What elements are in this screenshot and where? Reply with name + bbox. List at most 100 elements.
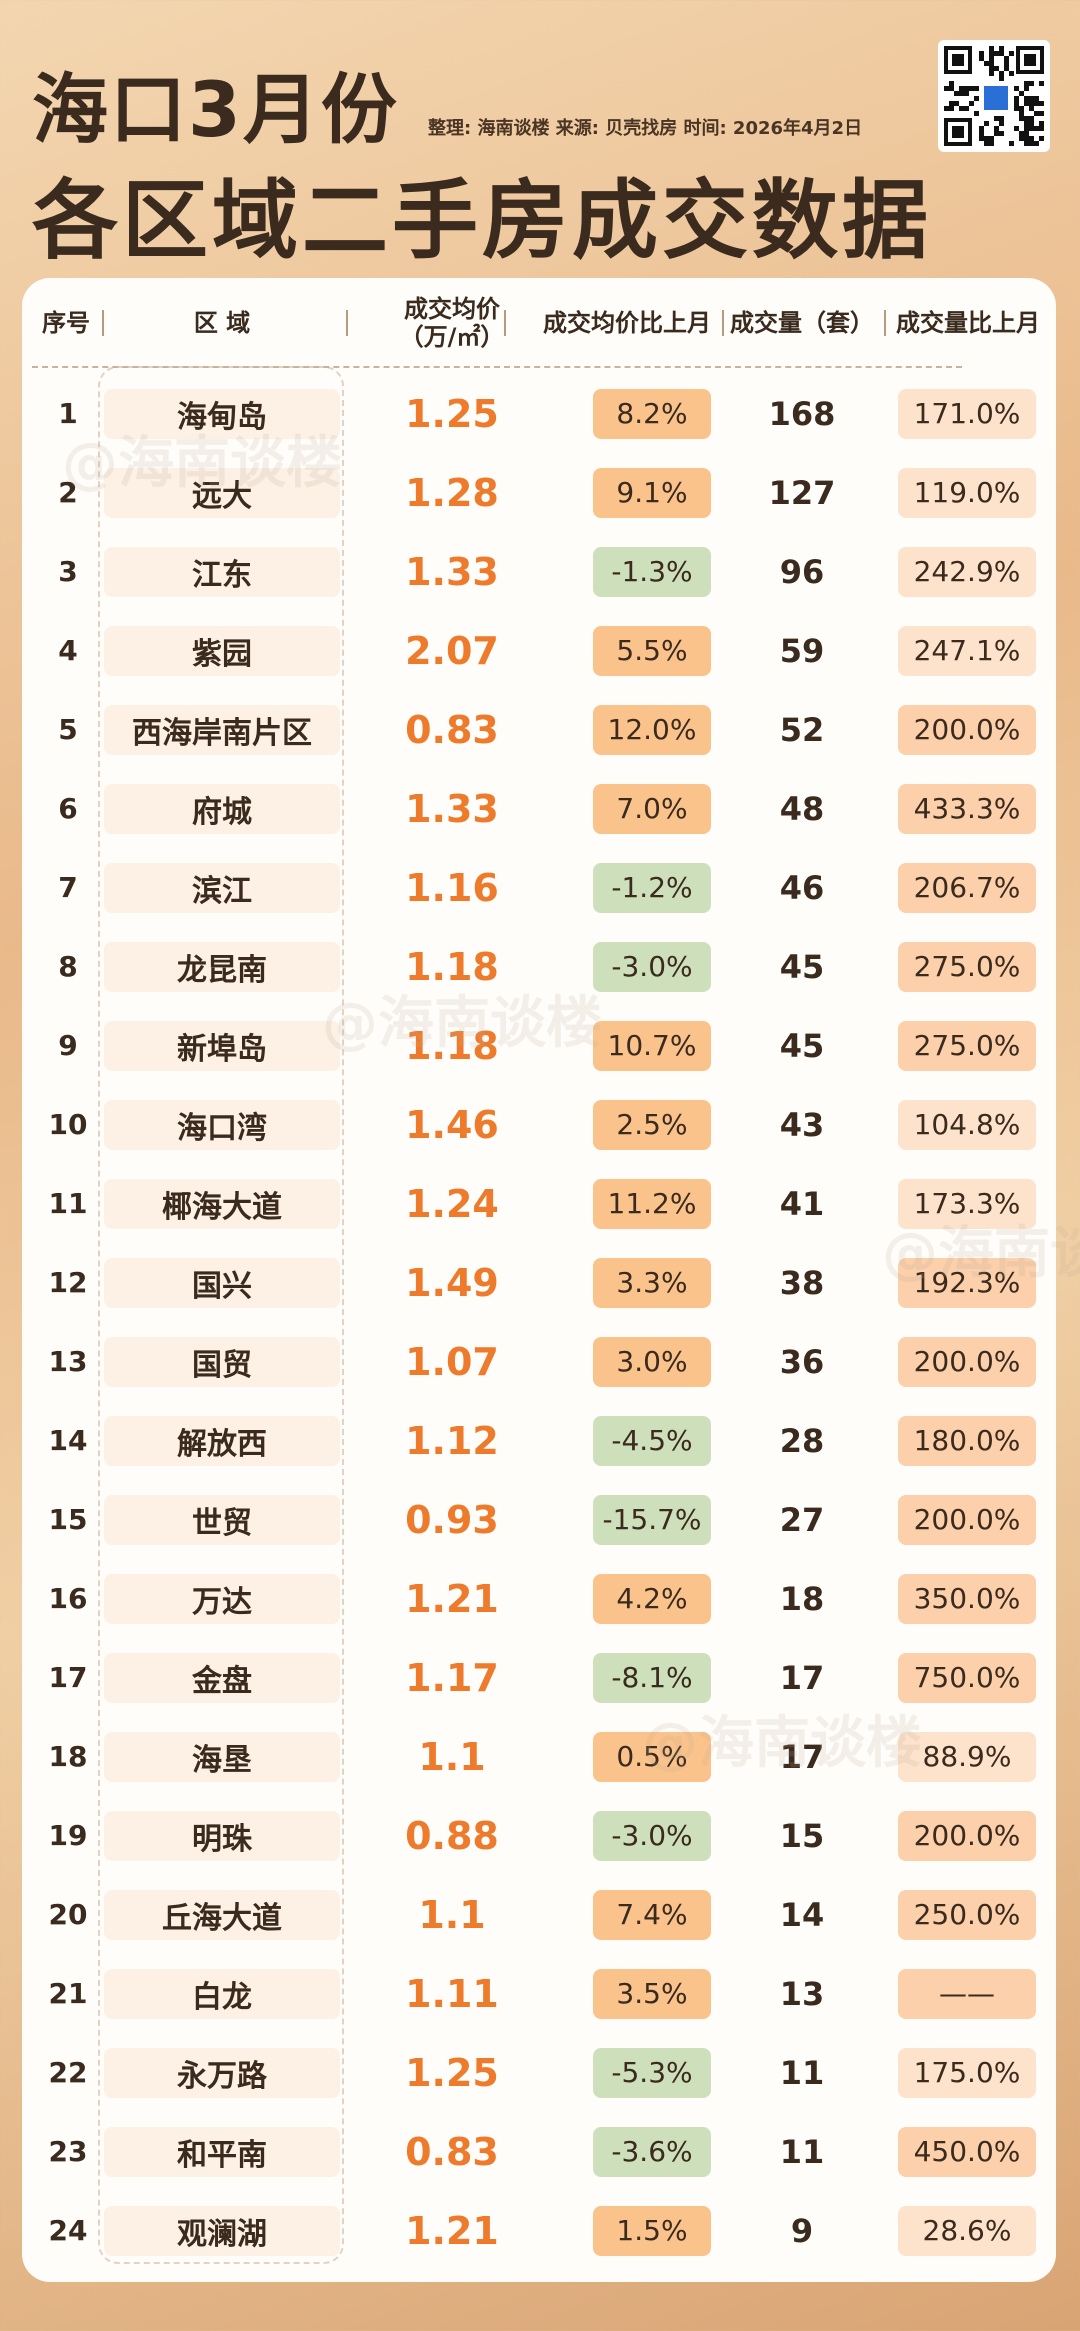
qr-module xyxy=(964,86,969,91)
volume-change-badge: 250.0% xyxy=(898,1889,1036,1940)
table-row: 21 白龙 1.11 3.5% 13 —— xyxy=(22,1954,1056,2033)
price-change-badge: -4.5% xyxy=(593,1415,711,1466)
qr-code-icon[interactable] xyxy=(938,40,1050,152)
table-row: 6 府城 1.33 7.0% 48 433.3% xyxy=(22,769,1056,848)
region-name: 解放西 xyxy=(104,1415,340,1466)
qr-module xyxy=(1029,96,1034,101)
header-col-price: 成交均价 （万/㎡） xyxy=(399,295,505,351)
region-name: 海垦 xyxy=(104,1731,340,1782)
qr-module xyxy=(1024,96,1029,101)
qr-module xyxy=(984,61,989,66)
header-col-price-change: 成交均价比上月 xyxy=(543,309,711,337)
qr-module xyxy=(1034,141,1039,146)
qr-module xyxy=(999,131,1004,136)
region-name-cell: 解放西 xyxy=(102,1401,342,1480)
price-change-badge: 10.7% xyxy=(593,1020,711,1071)
price-change-badge-cell: 4.2% xyxy=(552,1559,752,1638)
region-name: 世贸 xyxy=(104,1494,340,1545)
rank-number: 15 xyxy=(48,1503,88,1536)
price-change-badge: 7.4% xyxy=(593,1889,711,1940)
price-change-badge-cell: -4.5% xyxy=(552,1401,752,1480)
avg-price: 1.21 xyxy=(405,1576,499,1621)
price-change-badge: 3.0% xyxy=(593,1336,711,1387)
price-change-badge: 0.5% xyxy=(593,1731,711,1782)
qr-module xyxy=(964,91,969,96)
table-row: 16 万达 1.21 4.2% 18 350.0% xyxy=(22,1559,1056,1638)
rank-number: 18 xyxy=(48,1740,88,1773)
table-row: 20 丘海大道 1.1 7.4% 14 250.0% xyxy=(22,1875,1056,1954)
qr-logo-icon xyxy=(982,84,1010,112)
volume-count: 13 xyxy=(779,1974,825,2013)
header-separator xyxy=(102,310,104,336)
volume-change-badge-cell: 350.0% xyxy=(882,1559,1052,1638)
volume-change-badge-cell: 88.9% xyxy=(882,1717,1052,1796)
region-name: 万达 xyxy=(104,1573,340,1624)
qr-module xyxy=(974,111,979,116)
header: 海口3月份 整理: 海南谈楼 来源: 贝壳找房 时间: 2026年4月2日 各区… xyxy=(0,0,1080,280)
rank-number: 22 xyxy=(48,2056,88,2089)
region-name: 国贸 xyxy=(104,1336,340,1387)
header-separator xyxy=(722,310,724,336)
rank-number: 20 xyxy=(48,1898,88,1931)
region-name-cell: 府城 xyxy=(102,769,342,848)
qr-module xyxy=(949,81,954,86)
qr-module xyxy=(974,86,979,91)
qr-module xyxy=(1014,101,1019,106)
volume-count: 45 xyxy=(779,947,825,986)
volume-change-badge: 350.0% xyxy=(898,1573,1036,1624)
qr-module xyxy=(944,106,949,111)
region-name-cell: 江东 xyxy=(102,532,342,611)
rank-number: 23 xyxy=(48,2135,88,2168)
volume-change-badge: —— xyxy=(898,1968,1036,2019)
region-name: 江东 xyxy=(104,546,340,597)
qr-module xyxy=(1029,141,1034,146)
volume-count: 48 xyxy=(779,789,825,828)
region-name: 金盘 xyxy=(104,1652,340,1703)
region-name: 白龙 xyxy=(104,1968,340,2019)
qr-module xyxy=(984,136,989,141)
rank-number: 14 xyxy=(48,1424,88,1457)
volume-count: 96 xyxy=(779,552,825,591)
price-change-badge: 3.5% xyxy=(593,1968,711,2019)
rank-number: 11 xyxy=(48,1187,88,1220)
region-name-cell: 丘海大道 xyxy=(102,1875,342,1954)
avg-price: 1.21 xyxy=(405,2208,499,2253)
table-row: 8 龙昆南 1.18 -3.0% 45 275.0% xyxy=(22,927,1056,1006)
volume-change-badge: 200.0% xyxy=(898,704,1036,755)
volume-change-badge-cell: 192.3% xyxy=(882,1243,1052,1322)
volume-count: 41 xyxy=(779,1184,825,1223)
volume-change-badge: 171.0% xyxy=(898,388,1036,439)
volume-count: 168 xyxy=(768,394,836,433)
price-change-badge-cell: 3.5% xyxy=(552,1954,752,2033)
rank-number: 17 xyxy=(48,1661,88,1694)
rank-number: 10 xyxy=(48,1108,88,1141)
data-table-panel: 序号 区 域 成交均价 （万/㎡） 成交均价比上月 成交量（套） 成交量比上月 1 海甸岛 1.… xyxy=(22,278,1080,2282)
volume-count: 15 xyxy=(779,1816,825,1855)
volume-change-badge: 28.6% xyxy=(898,2205,1036,2256)
qr-module xyxy=(989,51,994,56)
qr-module xyxy=(1029,101,1034,106)
qr-module xyxy=(1019,111,1024,116)
qr-module xyxy=(999,121,1004,126)
rank-number: 19 xyxy=(48,1819,88,1852)
table-row: 5 西海岸南片区 0.83 12.0% 52 200.0% xyxy=(22,690,1056,769)
volume-count: 9 xyxy=(790,2211,814,2250)
avg-price: 1.07 xyxy=(405,1339,499,1384)
region-name-cell: 西海岸南片区 xyxy=(102,690,342,769)
qr-module xyxy=(994,131,999,136)
region-name-cell: 新埠岛 xyxy=(102,1006,342,1085)
price-change-badge-cell: -1.2% xyxy=(552,848,752,927)
volume-change-badge: 206.7% xyxy=(898,862,1036,913)
region-name-cell: 白龙 xyxy=(102,1954,342,2033)
qr-module xyxy=(1019,131,1024,136)
header-separator xyxy=(504,310,506,336)
volume-change-badge: 88.9% xyxy=(898,1731,1036,1782)
volume-count: 43 xyxy=(779,1105,825,1144)
qr-module xyxy=(1024,116,1029,121)
price-change-badge: 1.5% xyxy=(593,2205,711,2256)
qr-module xyxy=(1004,56,1009,61)
price-change-badge-cell: -3.0% xyxy=(552,927,752,1006)
qr-module xyxy=(1024,131,1029,136)
volume-count: 14 xyxy=(779,1895,825,1934)
qr-module xyxy=(944,86,949,91)
